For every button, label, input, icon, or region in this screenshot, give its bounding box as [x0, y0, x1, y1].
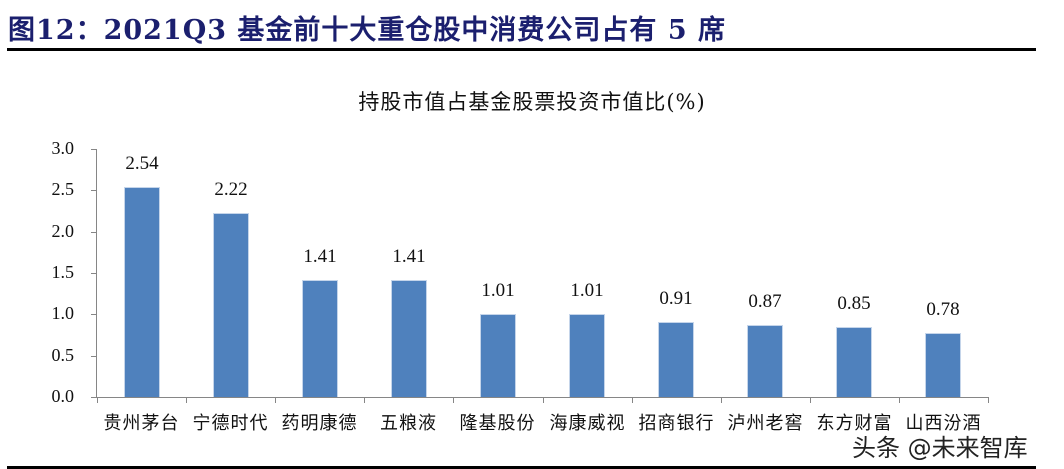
- bar-value-label: 0.78: [926, 299, 960, 320]
- y-tick-label: 2.0: [51, 221, 75, 241]
- x-category-label: 海康威视: [549, 413, 626, 434]
- x-tick: [275, 397, 276, 403]
- bar: [658, 322, 694, 397]
- x-tick: [364, 397, 365, 403]
- bar-value-label: 2.54: [125, 153, 159, 174]
- x-category-label: 隆基股份: [459, 413, 536, 434]
- x-tick: [543, 397, 544, 403]
- y-tick: [91, 273, 97, 274]
- bar-value-label: 1.41: [303, 246, 337, 267]
- x-category-label: 宁德时代: [192, 413, 269, 434]
- x-category-label: 东方财富: [816, 413, 893, 434]
- y-tick-label: 3.0: [51, 138, 75, 158]
- bar-value-label: 0.85: [837, 293, 871, 314]
- y-tick-label: 2.5: [51, 179, 75, 199]
- bar: [302, 280, 338, 397]
- x-axis: [91, 397, 989, 398]
- y-tick: [91, 190, 97, 191]
- y-tick-label: 1.5: [51, 262, 75, 282]
- bar: [747, 325, 783, 397]
- y-tick: [91, 232, 97, 233]
- x-tick: [810, 397, 811, 403]
- bar: [213, 213, 249, 397]
- chart-title: 持股市值占基金股票投资市值比(%): [358, 90, 706, 114]
- x-tick: [988, 397, 989, 403]
- y-tick-label: 0.0: [51, 386, 75, 406]
- bottom-rule: [7, 466, 1036, 469]
- x-tick: [899, 397, 900, 403]
- bar-value-label: 1.01: [570, 280, 604, 301]
- bar: [925, 333, 961, 397]
- x-tick: [186, 397, 187, 403]
- bar-value-label: 1.41: [392, 246, 426, 267]
- bar-value-label: 2.22: [214, 179, 248, 200]
- bar: [836, 327, 872, 397]
- top-rule: [7, 48, 1036, 51]
- bar-value-label: 1.01: [481, 280, 515, 301]
- x-category-label: 招商银行: [638, 413, 715, 434]
- x-tick: [721, 397, 722, 403]
- x-tick: [632, 397, 633, 403]
- x-tick: [453, 397, 454, 403]
- watermark: 头条 @未来智库: [852, 434, 1028, 462]
- x-category-label: 贵州茅台: [103, 413, 180, 434]
- y-tick: [91, 314, 97, 315]
- figure-title: 图12：2021Q3 基金前十大重仓股中消费公司占有 5 席: [8, 15, 727, 46]
- x-category-label: 山西汾酒: [905, 413, 982, 434]
- bar: [480, 314, 516, 397]
- x-category-label: 泸州老窖: [727, 413, 804, 434]
- bar: [124, 187, 160, 397]
- y-tick: [91, 397, 97, 398]
- y-tick: [91, 356, 97, 357]
- bar: [391, 280, 427, 397]
- y-tick: [91, 149, 97, 150]
- x-tick: [97, 397, 98, 403]
- x-category-label: 五粮液: [380, 413, 437, 434]
- bar-value-label: 0.91: [659, 288, 693, 309]
- bar-value-label: 0.87: [748, 291, 782, 312]
- bar: [569, 314, 605, 397]
- y-tick-label: 1.0: [51, 303, 75, 323]
- x-category-label: 药明康德: [281, 413, 358, 434]
- y-tick-label: 0.5: [51, 345, 75, 365]
